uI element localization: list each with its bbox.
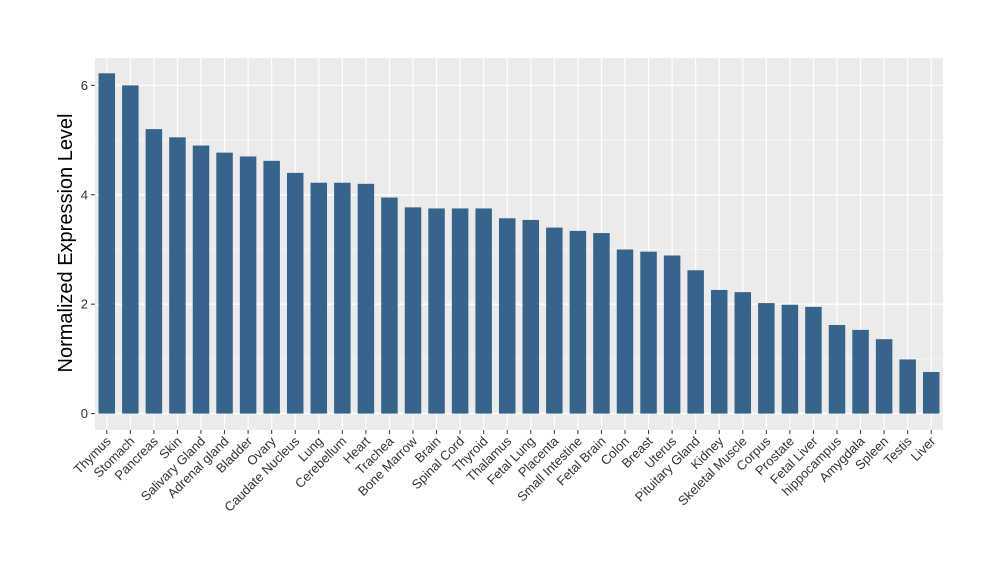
- bar: [98, 73, 116, 414]
- bar: [922, 372, 940, 414]
- y-tick-label: 4: [81, 187, 88, 202]
- bar: [640, 251, 657, 414]
- bar: [381, 197, 398, 414]
- bar: [263, 160, 280, 414]
- bar: [145, 129, 163, 414]
- bar: [687, 270, 704, 414]
- bar: [852, 329, 869, 414]
- y-tick-label: 6: [81, 78, 88, 93]
- bar: [546, 227, 563, 414]
- plot-panel: [95, 58, 943, 430]
- bar: [498, 218, 516, 414]
- y-tick-label: 0: [81, 406, 88, 421]
- bar: [522, 219, 540, 414]
- bar: [569, 230, 587, 414]
- bar: [239, 156, 257, 414]
- bar: [357, 183, 375, 414]
- bars: [98, 73, 940, 414]
- bar: [310, 182, 328, 414]
- bar: [286, 172, 304, 414]
- bar: [451, 208, 469, 414]
- bar: [475, 208, 492, 414]
- bar: [593, 233, 610, 414]
- bar: [734, 292, 752, 414]
- y-tick-label: 2: [81, 297, 88, 312]
- bar: [828, 324, 846, 414]
- bar: [616, 249, 634, 414]
- bar: [428, 208, 445, 414]
- bar: [781, 304, 799, 414]
- y-axis-title: Normalized Expression Level: [55, 113, 77, 372]
- bar: [663, 255, 681, 414]
- bar: [758, 303, 775, 414]
- bar: [899, 359, 916, 414]
- bar: [875, 339, 893, 414]
- bar: [404, 207, 422, 414]
- bar: [710, 289, 728, 414]
- bar: [169, 137, 186, 414]
- bar: [334, 182, 351, 414]
- x-tick-label: Liver: [908, 433, 939, 464]
- y-axis: 0 2 4 6: [81, 78, 95, 421]
- bar: [192, 145, 210, 414]
- bar: [805, 306, 822, 414]
- bar: [122, 85, 139, 414]
- bar: [216, 152, 233, 414]
